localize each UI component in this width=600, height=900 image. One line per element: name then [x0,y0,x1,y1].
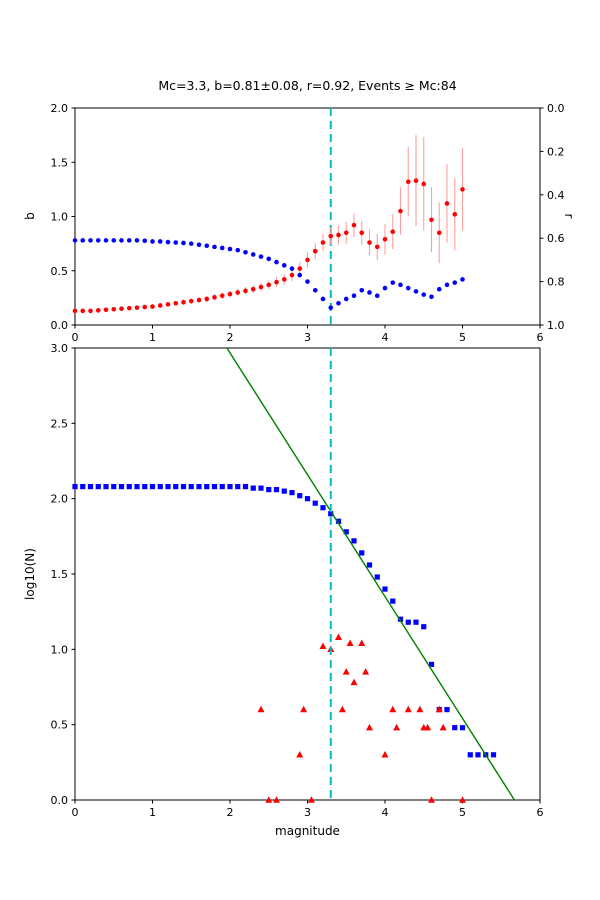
svg-text:0.5: 0.5 [51,265,69,278]
svg-text:2: 2 [227,806,234,819]
svg-text:3.0: 3.0 [51,342,69,355]
svg-text:0.0: 0.0 [547,102,565,115]
svg-text:4: 4 [382,331,389,344]
svg-text:0.8: 0.8 [547,276,565,289]
svg-text:1: 1 [149,806,156,819]
svg-text:5: 5 [459,331,466,344]
chart-title: Mc=3.3, b=0.81±0.08, r=0.92, Events ≥ Mc… [158,78,457,93]
x-axis-label-magnitude: magnitude [275,824,340,838]
svg-text:3: 3 [304,806,311,819]
svg-text:2.5: 2.5 [51,417,69,430]
svg-text:5: 5 [459,806,466,819]
svg-text:0.2: 0.2 [547,145,565,158]
svg-text:6: 6 [537,806,544,819]
svg-text:1.0: 1.0 [547,319,565,332]
svg-text:0: 0 [72,331,79,344]
svg-text:3: 3 [304,331,311,344]
svg-text:6: 6 [537,331,544,344]
svg-text:0.0: 0.0 [51,319,69,332]
top-subplot-b-r-vs-mc: 0 1 2 3 4 5 6 0.0 0.5 1.0 1.5 2.0 0.0 0.2 0.4 0.6 0.8 1.0 [51,102,565,344]
svg-text:1.5: 1.5 [51,568,69,581]
svg-text:4: 4 [382,806,389,819]
svg-text:0: 0 [72,806,79,819]
svg-text:2.0: 2.0 [51,102,69,115]
svg-text:1: 1 [149,331,156,344]
svg-text:1.0: 1.0 [51,643,69,656]
svg-text:1.5: 1.5 [51,156,69,169]
svg-text:1.0: 1.0 [51,211,69,224]
svg-text:2.0: 2.0 [51,493,69,506]
bottom-subplot-frequency-magnitude: 0 1 2 3 4 5 6 0.0 0.5 1.0 1.5 2.0 2.5 3.0 [51,342,544,819]
svg-text:0.6: 0.6 [547,232,565,245]
svg-text:0.5: 0.5 [51,719,69,732]
svg-text:0.4: 0.4 [547,189,565,202]
svg-text:2: 2 [227,331,234,344]
svg-text:0.0: 0.0 [51,794,69,807]
